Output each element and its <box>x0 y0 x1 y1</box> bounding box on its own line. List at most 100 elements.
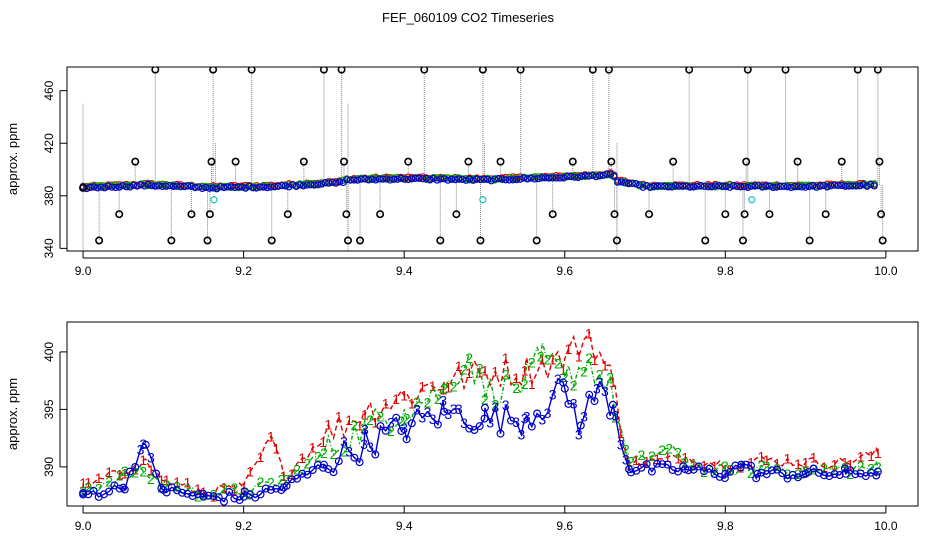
series-blue-point <box>549 174 557 182</box>
series-blue-point <box>512 176 521 184</box>
series-3-marker <box>642 460 651 469</box>
series-3-marker <box>376 422 385 431</box>
series-blue-point <box>552 174 560 182</box>
series-2-marker: 2 <box>413 394 421 410</box>
series-1-marker: 1 <box>521 362 529 378</box>
series-blue-point <box>151 182 159 190</box>
series-1-marker: 1 <box>538 352 546 368</box>
series-blue-point <box>368 175 376 183</box>
series-blue-point <box>827 182 835 190</box>
series-1-marker: 1 <box>356 417 364 433</box>
series-blue-point <box>798 183 806 191</box>
series-blue-point <box>173 182 181 190</box>
series-2-marker: 2 <box>283 471 291 487</box>
series-3-marker: 3 <box>601 383 609 399</box>
series-blue-point <box>314 181 322 189</box>
series-2-marker: 2 <box>820 460 828 476</box>
series-3-marker <box>230 494 239 503</box>
series-3-marker <box>846 466 855 475</box>
series-blue-point <box>563 172 571 180</box>
series-blue-point <box>805 182 813 191</box>
bottom-y-tick-label: 395 <box>42 399 56 419</box>
series-3-marker <box>298 469 307 478</box>
outlier-point <box>516 67 525 74</box>
series-blue-point <box>624 180 633 188</box>
series-3-marker: 3 <box>340 433 348 449</box>
series-2-marker: 2 <box>139 464 147 480</box>
series-2-marker: 2 <box>512 380 520 396</box>
series-1-marker: 1 <box>758 448 766 464</box>
series-3-marker <box>350 453 359 462</box>
series-blue-point <box>184 182 192 190</box>
outlier-point <box>337 67 346 74</box>
series-blue-point <box>476 176 485 184</box>
series-3-marker <box>658 460 667 469</box>
series-1-marker: 1 <box>408 395 416 411</box>
series-1-marker: 1 <box>382 396 390 412</box>
series-1-marker: 1 <box>831 457 839 473</box>
series-blue-point <box>274 182 282 190</box>
series-2-marker: 2 <box>554 356 562 372</box>
series-blue-point <box>646 183 654 191</box>
series-blue-point <box>668 183 676 191</box>
series-2-marker: 2 <box>147 471 155 487</box>
chart-title: FEF_060109 CO2 Timeseries <box>382 10 554 25</box>
series-3-marker <box>496 429 505 438</box>
series-blue-point <box>823 183 831 191</box>
series-2-marker: 2 <box>596 366 604 382</box>
series-blue-point <box>227 183 235 191</box>
series-blue-point <box>856 182 864 190</box>
series-blue-point <box>234 183 242 191</box>
series-blue-point <box>736 183 745 191</box>
series-3-marker: 3 <box>611 407 619 423</box>
series-3-marker <box>753 469 762 478</box>
series-green-point <box>444 174 452 182</box>
series-blue-point <box>332 179 340 187</box>
series-3-marker <box>256 490 265 499</box>
series-1-marker: 1 <box>549 352 557 368</box>
series-1-marker: 1 <box>711 458 719 474</box>
outlier-point <box>207 157 216 166</box>
outlier-point <box>875 157 884 166</box>
series-3-marker <box>261 484 270 493</box>
series-blue-point <box>852 182 860 190</box>
series-blue-point <box>361 175 369 183</box>
series-1-marker: 1 <box>335 409 343 425</box>
series-2-marker: 2 <box>528 355 536 371</box>
series-blue-point <box>415 174 423 182</box>
series-blue-point <box>357 175 365 183</box>
series-3-marker <box>835 471 844 480</box>
series-3-marker <box>183 489 192 498</box>
series-blue-point <box>346 176 354 184</box>
series-blue-point <box>187 182 195 191</box>
series-1-marker: 1 <box>392 391 400 407</box>
series-3-marker <box>371 450 380 459</box>
series-3-marker <box>705 464 714 473</box>
series-3-marker <box>608 400 617 409</box>
series-green-point <box>285 181 293 189</box>
series-2-marker: 2 <box>330 446 338 462</box>
series-blue-point <box>397 174 405 182</box>
bottom-x-tick-label: 9.2 <box>235 519 252 533</box>
series-2-marker: 2 <box>434 391 442 407</box>
series-1-marker: 1 <box>439 382 447 398</box>
series-blue-point <box>484 175 492 183</box>
series-blue-point <box>158 182 167 191</box>
series-3-marker <box>115 484 124 493</box>
series-blue-point <box>841 182 849 190</box>
series-blue-point <box>747 182 756 190</box>
series-blue-point <box>93 184 102 192</box>
series-2-marker: 2 <box>194 489 202 505</box>
series-1-marker: 1 <box>324 417 332 433</box>
outlier-point <box>187 210 196 219</box>
series-blue-point <box>411 174 419 182</box>
series-1-marker: 1 <box>585 326 593 342</box>
series-1-marker: 1 <box>272 440 280 456</box>
outlier-point <box>743 67 752 74</box>
series-1-marker: 1 <box>502 350 510 366</box>
outlier-point <box>645 210 654 219</box>
series-blue-point <box>393 175 401 183</box>
series-3-marker <box>225 487 234 496</box>
series-blue-point <box>321 179 329 187</box>
series-blue-point <box>740 183 748 191</box>
